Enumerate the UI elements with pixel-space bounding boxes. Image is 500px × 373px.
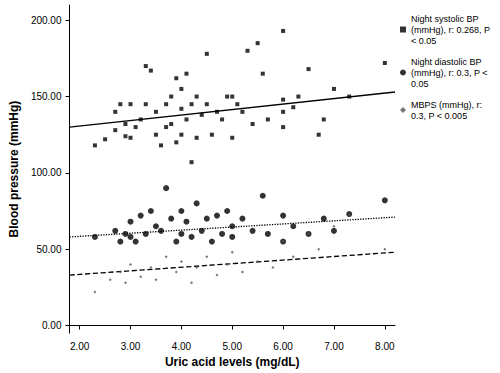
svg-text:5.00: 5.00	[223, 341, 243, 352]
svg-text:7.00: 7.00	[324, 341, 344, 352]
svg-text:0.3, P < 0.005: 0.3, P < 0.005	[411, 111, 467, 121]
svg-text:Night systolic BP: Night systolic BP	[411, 14, 481, 24]
svg-text:< 0.05: < 0.05	[411, 36, 436, 46]
svg-text:(mmHg), r: 0.268, P: (mmHg), r: 0.268, P	[411, 25, 492, 35]
svg-text:100.00: 100.00	[31, 167, 62, 178]
svg-text:2.00: 2.00	[70, 341, 90, 352]
svg-text:150.00: 150.00	[31, 91, 62, 102]
svg-text:8.00: 8.00	[375, 341, 395, 352]
svg-text:6.00: 6.00	[273, 341, 293, 352]
svg-text:0.00: 0.00	[42, 320, 62, 331]
svg-text:Uric acid levels (mg/dL): Uric acid levels (mg/dL)	[165, 355, 300, 369]
svg-text:3.00: 3.00	[121, 341, 141, 352]
svg-text:MBPS (mmHg), r:: MBPS (mmHg), r:	[411, 100, 485, 110]
svg-text:Blood pressure (mmHg): Blood pressure (mmHg)	[7, 101, 21, 238]
svg-text:(mmHg), r: 0.3, P <: (mmHg), r: 0.3, P <	[411, 68, 490, 78]
svg-text:Night diastolic BP: Night diastolic BP	[411, 57, 484, 67]
svg-text:50.00: 50.00	[36, 244, 61, 255]
svg-text:0.05: 0.05	[411, 79, 429, 89]
svg-text:200.00: 200.00	[31, 15, 62, 26]
svg-text:4.00: 4.00	[172, 341, 192, 352]
